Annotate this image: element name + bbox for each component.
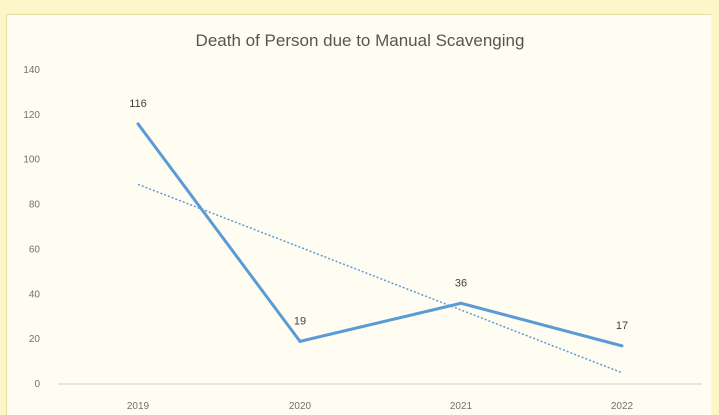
y-tick-label: 80 <box>29 200 41 211</box>
data-label: 19 <box>294 315 306 327</box>
y-tick-label: 140 <box>23 65 40 76</box>
x-tick-label: 2019 <box>127 401 150 412</box>
data-point <box>459 301 463 305</box>
y-tick-label: 0 <box>34 379 40 390</box>
trendline-path <box>137 183 623 374</box>
x-tick-label: 2020 <box>289 401 312 412</box>
data-label: 17 <box>616 320 628 332</box>
data-point <box>298 339 302 343</box>
x-tick-label: 2022 <box>611 401 634 412</box>
x-axis-ticks: 2019 2020 2021 2022 <box>127 401 634 412</box>
x-tick-label: 2021 <box>450 401 473 412</box>
y-tick-label: 100 <box>23 155 40 166</box>
data-label: 36 <box>455 277 467 289</box>
series-line-path <box>136 122 623 348</box>
chart-panel <box>6 14 711 415</box>
y-axis-ticks: 0 20 40 60 80 100 120 140 <box>23 65 40 390</box>
y-tick-label: 40 <box>29 289 41 300</box>
chart-title: Death of Person due to Manual Scavenging <box>196 31 525 50</box>
trendline <box>137 183 623 374</box>
data-label: 116 <box>129 98 147 110</box>
data-point <box>620 344 624 348</box>
y-tick-label: 20 <box>29 334 41 345</box>
data-labels: 116 19 36 17 <box>129 98 628 332</box>
y-tick-label: 60 <box>29 244 41 255</box>
y-tick-label: 120 <box>23 110 40 121</box>
data-point <box>136 122 140 126</box>
series-line <box>136 122 624 348</box>
